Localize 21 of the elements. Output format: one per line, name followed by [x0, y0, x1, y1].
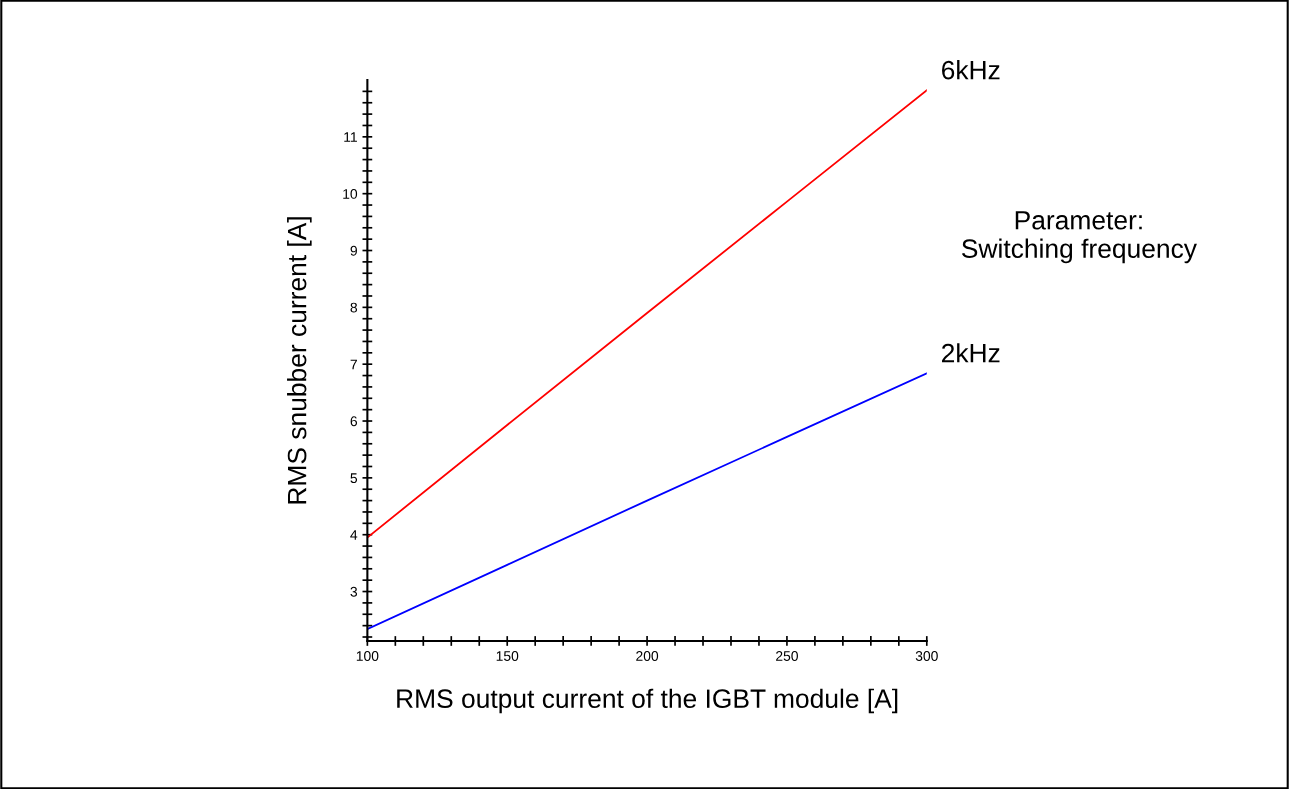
y-tick-label: 5: [350, 473, 358, 484]
x-tick-label: 200: [636, 651, 659, 661]
text: Parameter: Switching frequency: [962, 211, 1197, 264]
y-tick-label: 9: [350, 245, 357, 256]
y-tick-label: 8: [350, 302, 358, 313]
y-axis-title: RMS snubber current [A]: [287, 217, 312, 504]
x-tick-label: 300: [915, 651, 938, 661]
y-tick-label: 6: [350, 416, 358, 427]
series-label: 6kHz: [942, 60, 1000, 80]
y-tick-label: 7: [350, 359, 357, 370]
line-series: [367, 89, 927, 539]
y-tick-label: 3: [350, 586, 358, 597]
x-axis-title: RMS output current of the IGBT module [A]: [397, 688, 898, 714]
x-tick-label: 150: [496, 651, 519, 661]
line-series: [367, 372, 927, 630]
y-tick-label: 4: [350, 530, 358, 540]
series-label: 2kHz: [942, 343, 1000, 363]
y-tick-label: 11: [344, 132, 357, 142]
x-tick-label: 100: [356, 651, 379, 661]
y-tick-label: 10: [343, 189, 358, 199]
x-tick-label: 250: [776, 651, 798, 661]
